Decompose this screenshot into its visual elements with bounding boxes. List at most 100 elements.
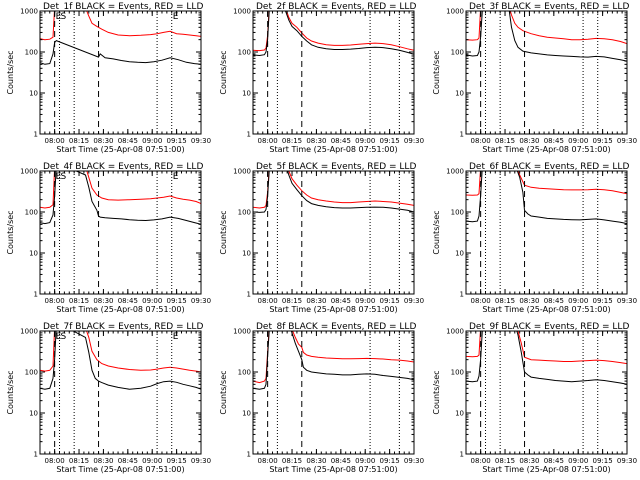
- y-tick-label: 1: [247, 131, 251, 139]
- x-tick-label: 08:30: [93, 457, 113, 465]
- y-axis-label: Counts/sec: [6, 370, 15, 414]
- series-group: [40, 11, 201, 65]
- y-tick-label: 100: [238, 209, 251, 217]
- time-marker-label: E: [173, 12, 179, 22]
- x-tick-label: 08:00: [258, 297, 278, 305]
- x-axis-label: Start Time (25-Apr-08 07:51:00): [269, 465, 397, 474]
- y-tick-label: 1: [460, 451, 464, 459]
- x-tick-label: 08:30: [306, 297, 326, 305]
- plot-frame: [465, 330, 628, 455]
- panel-title: Det_9f BLACK = Events, RED = LLD: [469, 322, 629, 332]
- x-tick-label: 09:00: [142, 137, 162, 145]
- x-tick-label: 08:15: [69, 457, 89, 465]
- series-line-lld: [40, 171, 201, 209]
- series-group: [253, 11, 414, 57]
- panel-title: Det_8f BLACK = Events, RED = LLD: [256, 322, 416, 332]
- y-tick-label: 1000: [446, 328, 464, 336]
- y-tick-label: 10: [29, 90, 38, 98]
- series-group: [40, 331, 201, 390]
- x-tick-label: 09:15: [167, 297, 187, 305]
- y-tick-label: 1: [460, 131, 464, 139]
- series-line-events: [253, 171, 414, 213]
- series-line-events: [253, 11, 414, 57]
- y-tick-label: 100: [451, 49, 464, 57]
- y-tick-label: 10: [242, 250, 251, 258]
- x-tick-label: 09:30: [404, 457, 424, 465]
- series-line-lld: [466, 11, 627, 45]
- x-tick-label: 09:00: [355, 297, 375, 305]
- panel-title: Det_2f BLACK = Events, RED = LLD: [256, 2, 416, 12]
- x-axis-label: Start Time (25-Apr-08 07:51:00): [482, 145, 610, 154]
- x-tick-label: 08:00: [258, 457, 278, 465]
- series-line-events: [466, 331, 627, 385]
- y-tick-label: 100: [238, 49, 251, 57]
- x-tick-label: 09:00: [568, 137, 588, 145]
- y-tick-label: 1: [34, 291, 38, 299]
- y-tick-label: 10: [29, 410, 38, 418]
- detector-panel: Det_9f BLACK = Events, RED = LLD 1 10 100 10…: [432, 322, 637, 474]
- plot-frame: [465, 170, 628, 295]
- y-tick-label: 1000: [20, 8, 38, 16]
- x-axis-label: Start Time (25-Apr-08 07:51:00): [56, 145, 184, 154]
- series-line-events: [40, 171, 201, 225]
- x-tick-label: 09:30: [191, 457, 211, 465]
- x-tick-label: 09:00: [142, 457, 162, 465]
- x-axis-label: Start Time (25-Apr-08 07:51:00): [482, 305, 610, 314]
- x-tick-label: 08:00: [258, 137, 278, 145]
- series-line-events: [40, 331, 201, 390]
- x-tick-label: 08:15: [282, 137, 302, 145]
- y-axis-label: Counts/sec: [219, 210, 228, 254]
- x-tick-label: 09:30: [191, 137, 211, 145]
- y-tick-label: 1000: [446, 168, 464, 176]
- x-tick-label: 08:30: [306, 457, 326, 465]
- time-marker-label: S: [61, 172, 67, 182]
- y-tick-label: 10: [242, 410, 251, 418]
- x-tick-label: 09:30: [617, 297, 637, 305]
- x-axis-label: Start Time (25-Apr-08 07:51:00): [269, 145, 397, 154]
- series-group: [253, 171, 414, 213]
- x-tick-label: 09:30: [617, 457, 637, 465]
- series-line-lld: [40, 11, 201, 41]
- series-line-events: [40, 40, 201, 65]
- x-tick-label: 08:30: [519, 297, 539, 305]
- panel-title: Det_4f BLACK = Events, RED = LLD: [43, 162, 203, 172]
- y-axis-label: Counts/sec: [219, 50, 228, 94]
- time-marker-label: E: [56, 172, 62, 182]
- series-line-events: [466, 11, 627, 62]
- y-axis-label: Counts/sec: [6, 210, 15, 254]
- x-axis-label: Start Time (25-Apr-08 07:51:00): [269, 305, 397, 314]
- x-tick-label: 08:15: [69, 297, 89, 305]
- plot-frame: [39, 10, 202, 135]
- x-axis-label: Start Time (25-Apr-08 07:51:00): [56, 305, 184, 314]
- x-tick-label: 08:45: [118, 137, 138, 145]
- x-tick-label: 08:00: [45, 457, 65, 465]
- x-tick-label: 08:30: [519, 457, 539, 465]
- x-tick-label: 09:00: [568, 297, 588, 305]
- y-tick-label: 1000: [233, 328, 251, 336]
- y-tick-label: 100: [25, 49, 38, 57]
- x-tick-label: 09:15: [380, 457, 400, 465]
- detector-panel: Det_5f BLACK = Events, RED = LLD 1 10 100 10…: [219, 162, 424, 314]
- x-tick-label: 08:15: [495, 457, 515, 465]
- time-marker-label: E: [173, 332, 179, 342]
- x-tick-label: 09:15: [167, 457, 187, 465]
- detector-panel: Det_6f BLACK = Events, RED = LLD 1 10 100 10…: [432, 162, 637, 314]
- y-tick-label: 1: [34, 451, 38, 459]
- y-tick-label: 1: [247, 291, 251, 299]
- x-tick-label: 08:00: [45, 137, 65, 145]
- time-marker-label: S: [61, 12, 67, 22]
- x-tick-label: 08:45: [544, 297, 564, 305]
- y-tick-label: 1000: [233, 8, 251, 16]
- x-tick-label: 09:15: [593, 457, 613, 465]
- x-tick-label: 08:15: [495, 297, 515, 305]
- x-tick-label: 09:00: [142, 297, 162, 305]
- x-tick-label: 08:30: [93, 297, 113, 305]
- x-tick-label: 08:45: [544, 457, 564, 465]
- x-tick-label: 08:00: [45, 297, 65, 305]
- y-tick-label: 1000: [20, 168, 38, 176]
- y-tick-label: 1000: [446, 8, 464, 16]
